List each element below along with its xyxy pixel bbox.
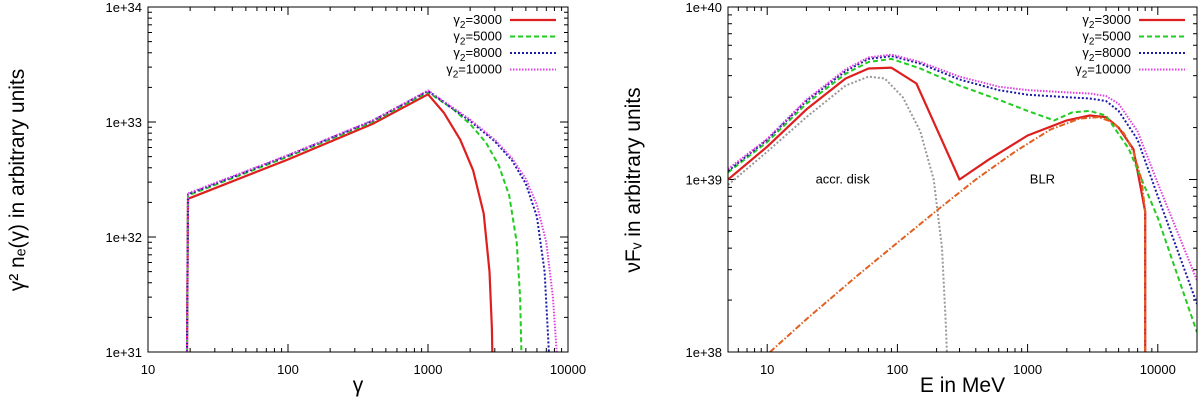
y-tick-label: 1e+32 [105,230,142,245]
right-chart-panel: 10 100 1000 10000 1e+38 1e+39 1e+40 accr. disk B… [622,0,1198,397]
legend-label: γ2=8000 [1082,45,1131,64]
x-tick-label: 1000 [414,362,443,377]
series-line--2-10000 [186,89,558,352]
plot-frame [147,6,569,353]
x-axis-label: E in MeV [920,374,1005,397]
y-axis-label: νFᵥ in arbitrary units [622,87,645,272]
y-tick-label: 1e+33 [105,115,142,130]
series-line--2-10000 [728,53,1197,281]
series-line-accr-disk [728,75,948,352]
legend-label: γ2=3000 [453,12,502,31]
series-line--2-5000 [728,57,1197,333]
legend-label: γ2=10000 [446,62,502,81]
x-axis-label: γ [353,374,364,397]
x-tick-label: 10 [141,362,155,377]
series-line-blr [769,116,1147,352]
series-group [185,89,558,352]
x-tick-label: 10 [760,362,774,377]
y-tick-label: 1e+31 [105,345,142,360]
series-group [728,53,1197,352]
series-line--2-3000 [728,66,1147,352]
legend-label: γ2=5000 [453,29,502,48]
legend-label: γ2=3000 [1082,12,1131,31]
x-tick-label: 100 [277,362,299,377]
x-tick-label: 10000 [550,362,586,377]
annotation-accr-disk: accr. disk [816,171,871,186]
minor-ticks [728,7,1197,352]
minor-ticks [148,7,568,352]
x-tick-label: 10000 [1140,362,1176,377]
legend-label: γ2=5000 [1082,29,1131,48]
series-line--2-8000 [186,90,550,352]
y-tick-label: 1e+34 [105,0,142,15]
series-line--2-8000 [728,55,1197,305]
y-tick-label: 1e+39 [685,173,722,188]
x-tick-label: 1000 [1013,362,1042,377]
plot-frame [727,6,1198,353]
y-tick-label: 1e+40 [685,0,722,15]
series-line--2-3000 [185,93,494,352]
x-tick-label: 100 [887,362,909,377]
legend-label: γ2=8000 [453,45,502,64]
series-line--2-5000 [186,91,523,352]
annotation-blr: BLR [1030,171,1055,186]
left-chart-panel: 10 100 1000 10000 1e+31 1e+32 1e+33 1e+34 γ2=300… [6,0,586,397]
y-axis-label: γ² nₑ(γ) in arbitrary units [6,69,29,292]
y-tick-label: 1e+38 [685,345,722,360]
legend-label: γ2=10000 [1075,62,1131,81]
